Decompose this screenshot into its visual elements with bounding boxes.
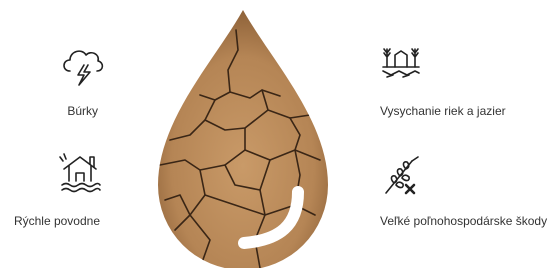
storm-icon bbox=[64, 51, 102, 85]
flood-icon bbox=[60, 154, 100, 192]
infographic: Búrky Rýchle povodne Vysychanie riek a j… bbox=[0, 0, 553, 268]
label-floods: Rýchle povodne bbox=[14, 214, 100, 228]
label-drying: Vysychanie riek a jazier bbox=[380, 104, 506, 118]
page: Búrky Rýchle povodne Vysychanie riek a j… bbox=[0, 0, 553, 268]
drying-icon bbox=[383, 49, 419, 77]
drop bbox=[158, 10, 328, 268]
label-storms: Búrky bbox=[67, 104, 98, 118]
crop-icon bbox=[386, 157, 418, 193]
label-crop-damage: Veľké poľnohospodárske škody bbox=[380, 214, 547, 228]
